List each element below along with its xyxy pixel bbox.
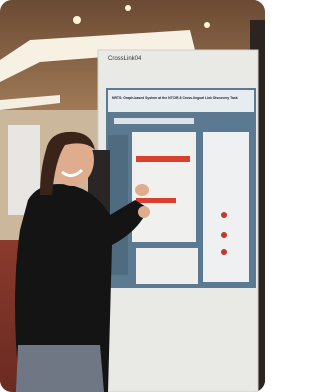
board-label: CrossLink04 — [108, 56, 142, 62]
spotlight — [73, 16, 81, 24]
poster-highlight — [136, 198, 176, 203]
hand — [138, 206, 150, 218]
poster-dot — [221, 232, 227, 238]
photo: CrossLink04 NRTS: Graph-based System at … — [0, 0, 265, 392]
poster-header — [108, 90, 254, 112]
poster-text — [114, 118, 194, 124]
scene: CrossLink04 NRTS: Graph-based System at … — [0, 0, 265, 392]
poster-highlight — [136, 156, 190, 162]
hand — [135, 184, 149, 196]
spotlight — [125, 5, 131, 11]
poster-table — [136, 248, 198, 284]
spotlight — [204, 22, 210, 28]
poster-title: NRTS: Graph-based System at the NTCIR-8 … — [112, 96, 238, 100]
poster-dot — [221, 212, 227, 218]
poster-dot — [221, 249, 227, 255]
page: {"poster": {"board_label": "CrossLink04"… — [0, 0, 265, 392]
poster-panel — [203, 132, 249, 282]
jeans — [16, 345, 104, 392]
